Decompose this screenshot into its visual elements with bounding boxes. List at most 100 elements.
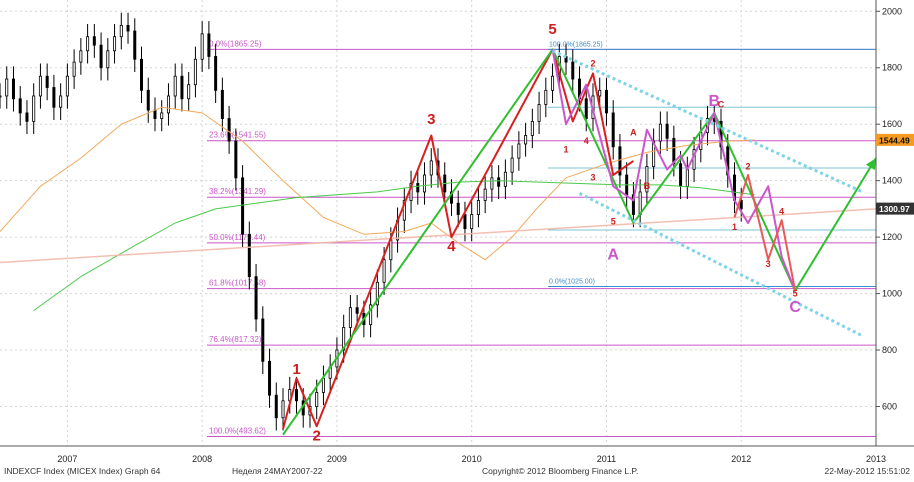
- series-wave: [551, 49, 797, 292]
- candle-body: [389, 239, 393, 261]
- wave-label: B: [708, 93, 720, 110]
- candle-body: [268, 360, 272, 396]
- wave-label: B: [644, 181, 651, 191]
- candle-body: [173, 75, 177, 97]
- fib-level-label: 50.0%(1179.44): [209, 233, 266, 242]
- candle-body: [5, 78, 9, 97]
- candle-body: [551, 75, 555, 91]
- wave-label: A: [630, 127, 637, 137]
- y-tick-label: 800: [882, 345, 897, 355]
- wave-label: 3: [590, 173, 595, 183]
- candle-body: [166, 95, 170, 114]
- candle-body: [739, 200, 743, 210]
- y-tick-label: 1200: [882, 232, 902, 242]
- candle-body: [429, 160, 433, 176]
- wave-label: 1: [292, 361, 300, 378]
- candle-body: [38, 75, 42, 97]
- candle-body: [234, 140, 238, 179]
- fib-level-label: 100.0%(493.62): [209, 427, 266, 436]
- candle-body: [160, 112, 164, 119]
- candle-body: [79, 50, 83, 63]
- wave-label: C: [718, 99, 725, 109]
- series-layer: [0, 12, 877, 436]
- candle-body: [524, 135, 528, 145]
- candle-body: [537, 104, 541, 122]
- footer-period: Неделя 24MAY2007-22: [232, 466, 323, 476]
- candle-body: [483, 188, 487, 201]
- x-tick-label: 2008: [192, 454, 212, 464]
- candle-body: [294, 389, 298, 402]
- candle-body: [153, 109, 157, 119]
- candle-body: [113, 36, 117, 52]
- price-marker-label: 1544.49: [879, 135, 910, 145]
- candle-body: [631, 194, 635, 215]
- candle-body: [423, 174, 427, 193]
- series-channel: [551, 49, 864, 194]
- candle-body: [369, 304, 373, 326]
- wave-label: A: [607, 247, 619, 264]
- candle-body: [32, 95, 36, 122]
- candle-body: [503, 171, 507, 187]
- series-wave: [733, 174, 797, 291]
- candle-body: [449, 191, 453, 204]
- candle-body: [321, 377, 325, 393]
- candle-body: [604, 89, 608, 114]
- candle-body: [685, 168, 689, 187]
- wave-label: C: [789, 299, 801, 316]
- x-tick-label: 2007: [57, 454, 77, 464]
- candle-body: [517, 143, 521, 159]
- candle-body: [11, 78, 15, 100]
- y-tick-label: 1000: [882, 289, 902, 299]
- candle-body: [490, 177, 494, 190]
- x-tick-label: 2010: [462, 454, 482, 464]
- candle-body: [52, 87, 56, 108]
- wave-label: 4: [584, 136, 589, 146]
- plot-area-bg: [0, 0, 876, 446]
- x-tick-label: 2011: [597, 454, 616, 464]
- candle-body: [342, 327, 346, 351]
- candle-body: [25, 112, 29, 122]
- wave-label: 5: [793, 288, 798, 298]
- price-marker: [876, 133, 914, 146]
- wave-label: 4: [779, 207, 784, 217]
- candle-body: [463, 214, 467, 230]
- y-tick-label: 1600: [882, 119, 902, 129]
- candle-body: [470, 214, 474, 230]
- candle-body: [584, 98, 588, 119]
- candle-body: [416, 183, 420, 193]
- candle-body: [193, 58, 197, 86]
- candle-body: [126, 25, 130, 32]
- fib-right-label: 0.0%(1025.00): [549, 279, 595, 286]
- candle-body: [672, 137, 676, 165]
- footer-copyright: Copyright© 2012 Bloomberg Finance L.P.: [482, 466, 638, 476]
- arrow-head: [865, 158, 876, 171]
- wave-label: 1: [564, 144, 569, 154]
- candle-body: [59, 95, 63, 108]
- footer: INDEXCF Index (MICEX Index) Graph 64 Нед…: [4, 466, 910, 476]
- candle-body: [86, 36, 90, 52]
- candle-body: [315, 391, 319, 407]
- candle-body: [45, 75, 49, 88]
- candle-body: [456, 202, 460, 215]
- candle-body: [146, 89, 150, 111]
- wave-label: 2: [745, 161, 750, 171]
- fib-level-label: 23.6%(1541.55): [209, 131, 266, 140]
- price-marker-label: 1300.97: [879, 204, 910, 214]
- wave-label: 2: [590, 58, 595, 68]
- candle-body: [106, 50, 110, 69]
- candle-body: [658, 123, 662, 142]
- candle-body: [679, 163, 683, 187]
- series-ma: [0, 106, 755, 261]
- candle-body: [119, 25, 123, 38]
- series-ma: [33, 180, 755, 311]
- series-wave: [282, 48, 877, 436]
- candle-body: [0, 95, 2, 98]
- candle-body: [18, 98, 22, 114]
- candle-body: [355, 307, 359, 314]
- wave-label: 2: [313, 427, 321, 444]
- y-tick-label: 1800: [882, 63, 902, 73]
- candle-body: [598, 89, 602, 97]
- price-marker: [876, 202, 914, 215]
